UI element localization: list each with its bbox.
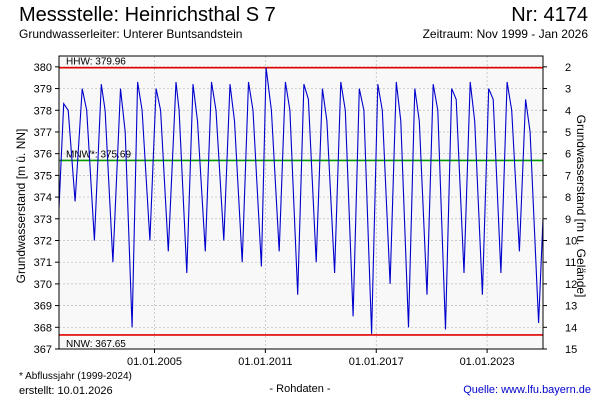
y-tick-label: 374 (34, 192, 52, 204)
y2-tick-label: 8 (565, 192, 571, 204)
created-date: erstellt: 10.01.2026 (19, 385, 113, 397)
y-tick-label: 367 (34, 344, 52, 356)
y-tick-label: 371 (34, 257, 52, 269)
y-tick-label: 376 (34, 149, 52, 161)
y-tick-label: 370 (34, 279, 52, 291)
y2-tick-label: 4 (565, 105, 571, 117)
x-tick-label: 01.01.2023 (460, 356, 515, 368)
y2-axis-label: Grundwasserstand [m u. Gelände] (574, 115, 588, 298)
station-number: Nr: 4174 (511, 4, 588, 26)
y2-tick-label: 12 (565, 279, 577, 291)
y2-tick-label: 2 (565, 62, 571, 74)
y2-tick-label: 9 (565, 214, 571, 226)
y2-tick-label: 7 (565, 170, 571, 182)
y2-axis-ticks: 2 3 4 5 6 7 8 9 10 11 12 13 14 15 (543, 62, 577, 356)
y-tick-label: 368 (34, 322, 52, 334)
y2-tick-label: 15 (565, 344, 577, 356)
y-tick-label: 372 (34, 235, 52, 247)
x-axis-ticks: 01.01.2005 01.01.2011 01.01.2017 01.01.2023 (127, 349, 515, 368)
y2-tick-label: 10 (565, 235, 577, 247)
chart-title: Messstelle: Heinrichsthal S 7 (19, 4, 276, 26)
series-line (58, 67, 544, 334)
y-tick-label: 369 (34, 301, 52, 313)
x-tick-label: 01.01.2005 (127, 356, 182, 368)
y2-tick-label: 13 (565, 301, 577, 313)
y2-tick-label: 3 (565, 84, 571, 96)
aquifer-label: Grundwasserleiter: Unterer Buntsandstein (19, 27, 243, 41)
x-tick-label: 01.01.2017 (349, 356, 404, 368)
y-tick-label: 373 (34, 214, 52, 226)
plot-area (59, 56, 543, 349)
reference-lines: HHW: 379.96 MNW*: 375.69 NNW: 367.65 (59, 57, 543, 350)
y-tick-label: 379 (34, 84, 52, 96)
y-tick-label: 375 (34, 170, 52, 182)
y2-tick-label: 11 (565, 257, 576, 269)
period-label: Zeitraum: Nov 1999 - Jan 2026 (422, 27, 588, 41)
y-tick-label: 378 (34, 105, 52, 117)
y-tick-label: 377 (34, 127, 52, 139)
mnw-label: MNW*: 375.69 (66, 149, 131, 160)
y-tick-label: 380 (34, 62, 52, 74)
y-axis-label: Grundwasserstand [m ü. NN] (14, 129, 28, 284)
y2-tick-label: 5 (565, 127, 571, 139)
y-axis-ticks: 367 368 369 370 371 372 373 374 375 376 377 378 379 3… (34, 62, 59, 356)
raw-data-label: - Rohdaten - (269, 383, 331, 395)
hhw-label: HHW: 379.96 (66, 57, 126, 68)
y2-tick-label: 14 (565, 322, 577, 334)
x-tick-label: 01.01.2011 (238, 356, 292, 368)
nnw-label: NNW: 367.65 (66, 339, 126, 350)
source-link[interactable]: Quelle: www.lfu.bayern.de (463, 384, 591, 396)
y2-tick-label: 6 (565, 149, 571, 161)
plot-frame (58, 55, 544, 350)
footnote: * Abflussjahr (1999-2024) (19, 371, 132, 382)
